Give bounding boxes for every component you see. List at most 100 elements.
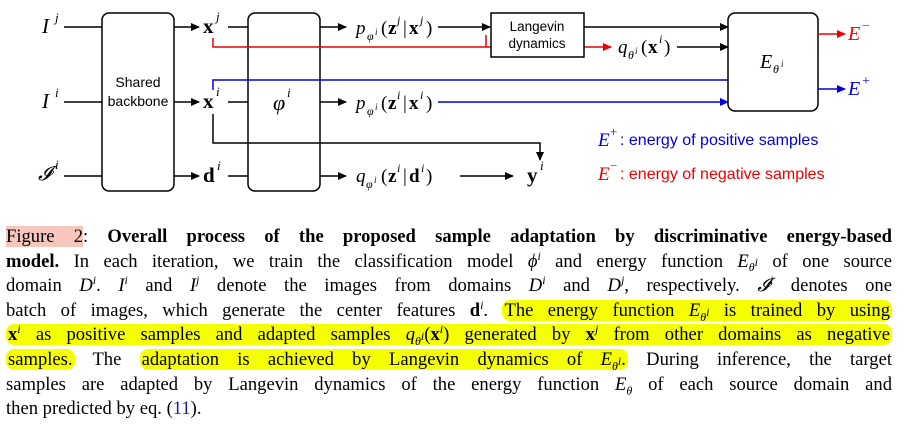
- legend-negative: E − : energy of negative samples: [597, 158, 825, 185]
- svg-text:y: y: [527, 163, 538, 187]
- svg-text:φ: φ: [366, 177, 373, 191]
- svg-text:E: E: [847, 78, 860, 100]
- svg-text:z: z: [388, 93, 397, 114]
- svg-text:): ): [426, 18, 432, 39]
- svg-text:: energy of positive samples: : energy of positive samples: [620, 132, 818, 149]
- input-ii-label: I i: [41, 85, 59, 113]
- svg-text:): ): [664, 37, 670, 58]
- svg-text:i: i: [635, 46, 638, 56]
- svg-text:|: |: [403, 166, 407, 187]
- blue-path-xi: [212, 79, 728, 90]
- svg-text:i: i: [55, 157, 59, 172]
- figure-caption: Figure 2: Overall process of the propose…: [6, 225, 893, 422]
- svg-text:i: i: [420, 88, 423, 102]
- svg-text:i: i: [287, 85, 291, 100]
- svg-text:x: x: [648, 37, 658, 58]
- svg-text:z: z: [388, 18, 397, 39]
- svg-text:I: I: [41, 89, 50, 113]
- svg-text:: energy of negative samples: : energy of negative samples: [620, 166, 825, 183]
- svg-text:(: (: [381, 18, 387, 39]
- svg-text:q: q: [356, 166, 366, 187]
- caption-line-4: batch of images, which generate the cent…: [6, 297, 892, 324]
- svg-text:j: j: [53, 10, 59, 25]
- q-zi-di-label: q φ i ( z i | d i ): [356, 161, 432, 191]
- energy-label: E θ i: [759, 51, 784, 76]
- svg-text:d: d: [409, 166, 420, 187]
- svg-text:): ): [426, 166, 432, 187]
- svg-text:φ: φ: [273, 90, 285, 115]
- svg-text:|: |: [403, 18, 407, 39]
- caption-line-2: model. In each iteration, we train the c…: [6, 248, 893, 275]
- svg-text:i: i: [659, 32, 662, 46]
- xi-to-y-path: [212, 114, 544, 161]
- svg-text:x: x: [203, 89, 214, 113]
- svg-text:j: j: [395, 13, 401, 27]
- svg-text:I: I: [41, 14, 50, 38]
- feature-di-label: d i: [203, 158, 221, 187]
- p-zj-xj-label: p φ i ( z j | x j ): [354, 13, 432, 43]
- p-zi-xi-label: p φ i ( z i | x i ): [354, 88, 432, 118]
- backbone-label-line2: backbone: [108, 93, 169, 109]
- svg-text:E: E: [847, 23, 860, 45]
- red-path-xj: [212, 35, 487, 48]
- langevin-label-line2: dynamics: [508, 36, 565, 51]
- equation-link[interactable]: 11: [172, 398, 191, 420]
- svg-text:i: i: [374, 175, 377, 185]
- svg-text:−: −: [610, 158, 617, 173]
- svg-text:E: E: [597, 164, 610, 185]
- svg-text:|: |: [403, 93, 407, 114]
- svg-text:i: i: [55, 85, 59, 100]
- caption-line-6: samples. The adaptation is achieved by L…: [6, 348, 893, 373]
- svg-text:E: E: [759, 51, 772, 73]
- svg-text:p: p: [354, 18, 366, 39]
- energy-box: [727, 12, 819, 112]
- svg-text:x: x: [409, 18, 419, 39]
- svg-text:θ: θ: [628, 48, 634, 62]
- svg-text:i: i: [217, 158, 221, 173]
- svg-text:i: i: [375, 102, 378, 112]
- pipeline-diagram: I j I i 𝓘 i Shared backbone x j x i d i …: [38, 9, 870, 192]
- backbone-label-line1: Shared: [115, 74, 160, 90]
- svg-text:i: i: [375, 27, 378, 37]
- svg-text:+: +: [862, 74, 870, 89]
- svg-text:θ: θ: [773, 62, 779, 76]
- svg-text:(: (: [641, 37, 647, 58]
- feature-xi-label: x i: [203, 84, 220, 113]
- caption-line-5: xi as positive samples and adapted sampl…: [6, 322, 893, 349]
- input-ij-label: I j: [41, 10, 59, 38]
- neg-energy-label: E −: [847, 19, 870, 45]
- svg-text:): ): [426, 93, 432, 114]
- svg-text:i: i: [397, 88, 400, 102]
- svg-text:d: d: [203, 163, 215, 187]
- langevin-box: [490, 12, 585, 58]
- svg-text:(: (: [381, 166, 387, 187]
- caption-line-1: Figure 2: Overall process of the propose…: [6, 226, 892, 247]
- svg-text:i: i: [540, 158, 544, 173]
- input-cali-label: 𝓘 i: [38, 157, 59, 185]
- svg-text:x: x: [409, 93, 419, 114]
- langevin-label-line1: Langevin: [510, 19, 565, 34]
- svg-text:p: p: [354, 93, 366, 114]
- caption-line-3: domain Di. Ii and Ij denote the images f…: [6, 273, 892, 297]
- svg-text:z: z: [388, 166, 397, 187]
- svg-text:i: i: [781, 59, 784, 69]
- svg-text:+: +: [610, 124, 617, 139]
- svg-text:j: j: [418, 13, 424, 27]
- svg-text:−: −: [862, 19, 870, 34]
- q-theta-xi-label: q θ i ( x i ): [618, 32, 670, 62]
- svg-text:j: j: [214, 9, 220, 24]
- svg-text:i: i: [397, 161, 400, 175]
- svg-text:i: i: [421, 161, 424, 175]
- figure-ref[interactable]: Figure 2: [6, 226, 84, 247]
- feature-xj-label: x j: [203, 9, 220, 38]
- phi-label: φ i: [273, 85, 291, 115]
- caption-line-8: then predicted by eq. (11).: [6, 398, 202, 420]
- output-y-label: y i: [527, 158, 544, 187]
- svg-text:φ: φ: [367, 104, 374, 118]
- caption-line-7: samples are adapted by Langevin dynamics…: [6, 373, 892, 398]
- svg-text:i: i: [216, 84, 220, 99]
- pos-energy-label: E +: [847, 74, 870, 100]
- svg-text:(: (: [381, 93, 387, 114]
- legend-positive: E + : energy of positive samples: [597, 124, 818, 151]
- svg-text:φ: φ: [367, 29, 374, 43]
